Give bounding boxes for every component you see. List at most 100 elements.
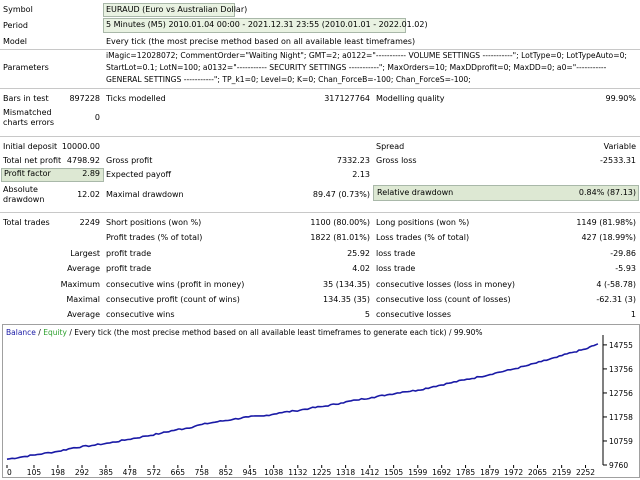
spread-label: Spread — [376, 142, 405, 151]
period-value: 5 Minutes (M5) 2010.01.04 00:00 - 2021.1… — [106, 20, 428, 29]
largest-label: Largest — [70, 249, 100, 258]
x-tick-label: 0 — [7, 468, 12, 477]
y-tick-label: 12756 — [609, 389, 633, 398]
y-tick-label: 10759 — [609, 437, 633, 446]
mxl-cl-value: -62.31 (3) — [596, 295, 636, 304]
x-tick-label: 1225 — [312, 468, 331, 477]
pf-label: Profit factor — [4, 169, 51, 178]
x-tick-label: 758 — [195, 468, 210, 477]
netprofit-label: Total net profit — [3, 156, 62, 165]
x-tick-label: 478 — [123, 468, 138, 477]
parameters-line: GENERAL SETTINGS -----------"; TP_k1=0; … — [106, 75, 471, 84]
maxdd-label: Maximal drawdown — [106, 190, 184, 199]
deposit-label: Initial deposit — [3, 142, 58, 151]
max-cw-value: 35 (134.35) — [323, 280, 370, 289]
short-value: 1100 (80.00%) — [310, 218, 370, 227]
absdd-value: 12.02 — [77, 190, 100, 199]
pf-value: 2.89 — [82, 169, 100, 178]
parameters-line: StartLot=0.1; LotN=100; a0132="---------… — [106, 63, 607, 72]
reldd-value: 0.84% (87.13) — [578, 188, 636, 197]
avg-cw-label: consecutive wins — [106, 310, 175, 319]
ticks-label: Ticks modelled — [106, 94, 166, 103]
spread-value: Variable — [603, 142, 636, 151]
x-tick-label: 105 — [27, 468, 42, 477]
model-value: Every tick (the most precise method base… — [106, 37, 416, 46]
largest-pt-label: profit trade — [106, 249, 152, 258]
x-tick-label: 1412 — [360, 468, 379, 477]
symbol-field — [103, 3, 235, 17]
separator — [0, 212, 640, 213]
grossloss-label: Gross loss — [376, 156, 417, 165]
payoff-value: 2.13 — [352, 170, 370, 179]
deposit-value: 10000.00 — [61, 142, 100, 151]
x-tick-label: 1972 — [504, 468, 523, 477]
chart-canvas: 9760 10759 11758 12756 13756 14755 0 105 198 292 3… — [6, 335, 633, 477]
x-tick-label: 1692 — [432, 468, 451, 477]
grossprofit-label: Gross profit — [106, 156, 153, 165]
x-tick-label: 385 — [99, 468, 114, 477]
pt-label: Profit trades (% of total) — [106, 233, 203, 242]
average-lt-value: -5.93 — [615, 264, 636, 273]
legend-separator: / — [35, 328, 44, 337]
average-label: Average — [67, 264, 100, 273]
reldd-label: Relative drawdown — [377, 188, 454, 197]
average-pt-value: 4.02 — [352, 264, 370, 273]
mxl-cp-label: consecutive profit (count of wins) — [106, 295, 240, 304]
y-tick-label: 11758 — [609, 413, 633, 422]
largest-lt-value: -29.86 — [610, 249, 636, 258]
y-tick-label: 13756 — [609, 365, 633, 374]
mxl-cp-value: 134.35 (35) — [323, 295, 370, 304]
relative-drawdown-highlight — [373, 185, 639, 201]
absdd-label: Absolute — [3, 185, 38, 194]
avg-cl-label: consecutive losses — [376, 310, 452, 319]
average-lt-label: loss trade — [376, 264, 416, 273]
symbol-value: EURAUD (Euro vs Australian Dollar) — [106, 5, 248, 14]
bars-value: 897228 — [69, 94, 100, 103]
x-tick-label: 198 — [51, 468, 66, 477]
x-tick-label: 1879 — [480, 468, 499, 477]
parameters-label: Parameters — [3, 63, 49, 72]
average-pt-label: profit trade — [106, 264, 152, 273]
lt-label: Loss trades (% of total) — [376, 233, 470, 242]
lt-value: 427 (18.99%) — [581, 233, 636, 242]
separator — [0, 49, 640, 50]
chart-header: Balance / Equity / Every tick (the most … — [6, 327, 483, 339]
mxl-cl-label: consecutive loss (count of losses) — [376, 295, 511, 304]
mismatch-label: Mismatched — [3, 108, 52, 117]
legend-balance: Balance — [6, 328, 36, 337]
period-field — [103, 18, 406, 33]
netprofit-value: 4798.92 — [66, 156, 100, 165]
absdd-label: drawdown — [3, 195, 45, 204]
maxdd-value: 89.47 (0.73%) — [312, 190, 370, 199]
separator — [0, 136, 640, 137]
maximum-label: Maximum — [60, 280, 100, 289]
balance-chart: Balance / Equity / Every tick (the most … — [2, 324, 640, 478]
x-tick-label: 852 — [219, 468, 234, 477]
mismatch-value: 0 — [94, 113, 100, 122]
max-cl-value: 4 (-58.78) — [596, 280, 636, 289]
avg-cl-value: 1 — [630, 310, 636, 319]
x-tick-label: 665 — [171, 468, 186, 477]
separator — [0, 88, 640, 89]
x-tick-label: 945 — [243, 468, 258, 477]
parameters-line: iMagic=12028072; CommentOrder="Waiting N… — [106, 51, 627, 60]
quality-value: 99.90% — [605, 94, 636, 103]
x-tick-label: 1599 — [408, 468, 427, 477]
x-tick-label: 1132 — [288, 468, 307, 477]
symbol-label: Symbol — [3, 5, 33, 14]
profit-factor-highlight — [1, 168, 104, 182]
trades-label: Total trades — [3, 218, 50, 227]
x-tick-label: 2252 — [576, 468, 595, 477]
payoff-label: Expected payoff — [106, 170, 171, 179]
x-tick-label: 1505 — [384, 468, 403, 477]
model-label: Model — [3, 37, 28, 46]
avg-cw-value: 5 — [364, 310, 370, 319]
average2-label: Average — [67, 310, 100, 319]
x-tick-label: 572 — [147, 468, 162, 477]
max-cw-label: consecutive wins (profit in money) — [106, 280, 245, 289]
trades-value: 2249 — [79, 218, 100, 227]
long-value: 1149 (81.98%) — [576, 218, 636, 227]
x-tick-label: 2159 — [552, 468, 571, 477]
y-tick-label: 9760 — [609, 461, 628, 470]
pt-value: 1822 (81.01%) — [310, 233, 370, 242]
